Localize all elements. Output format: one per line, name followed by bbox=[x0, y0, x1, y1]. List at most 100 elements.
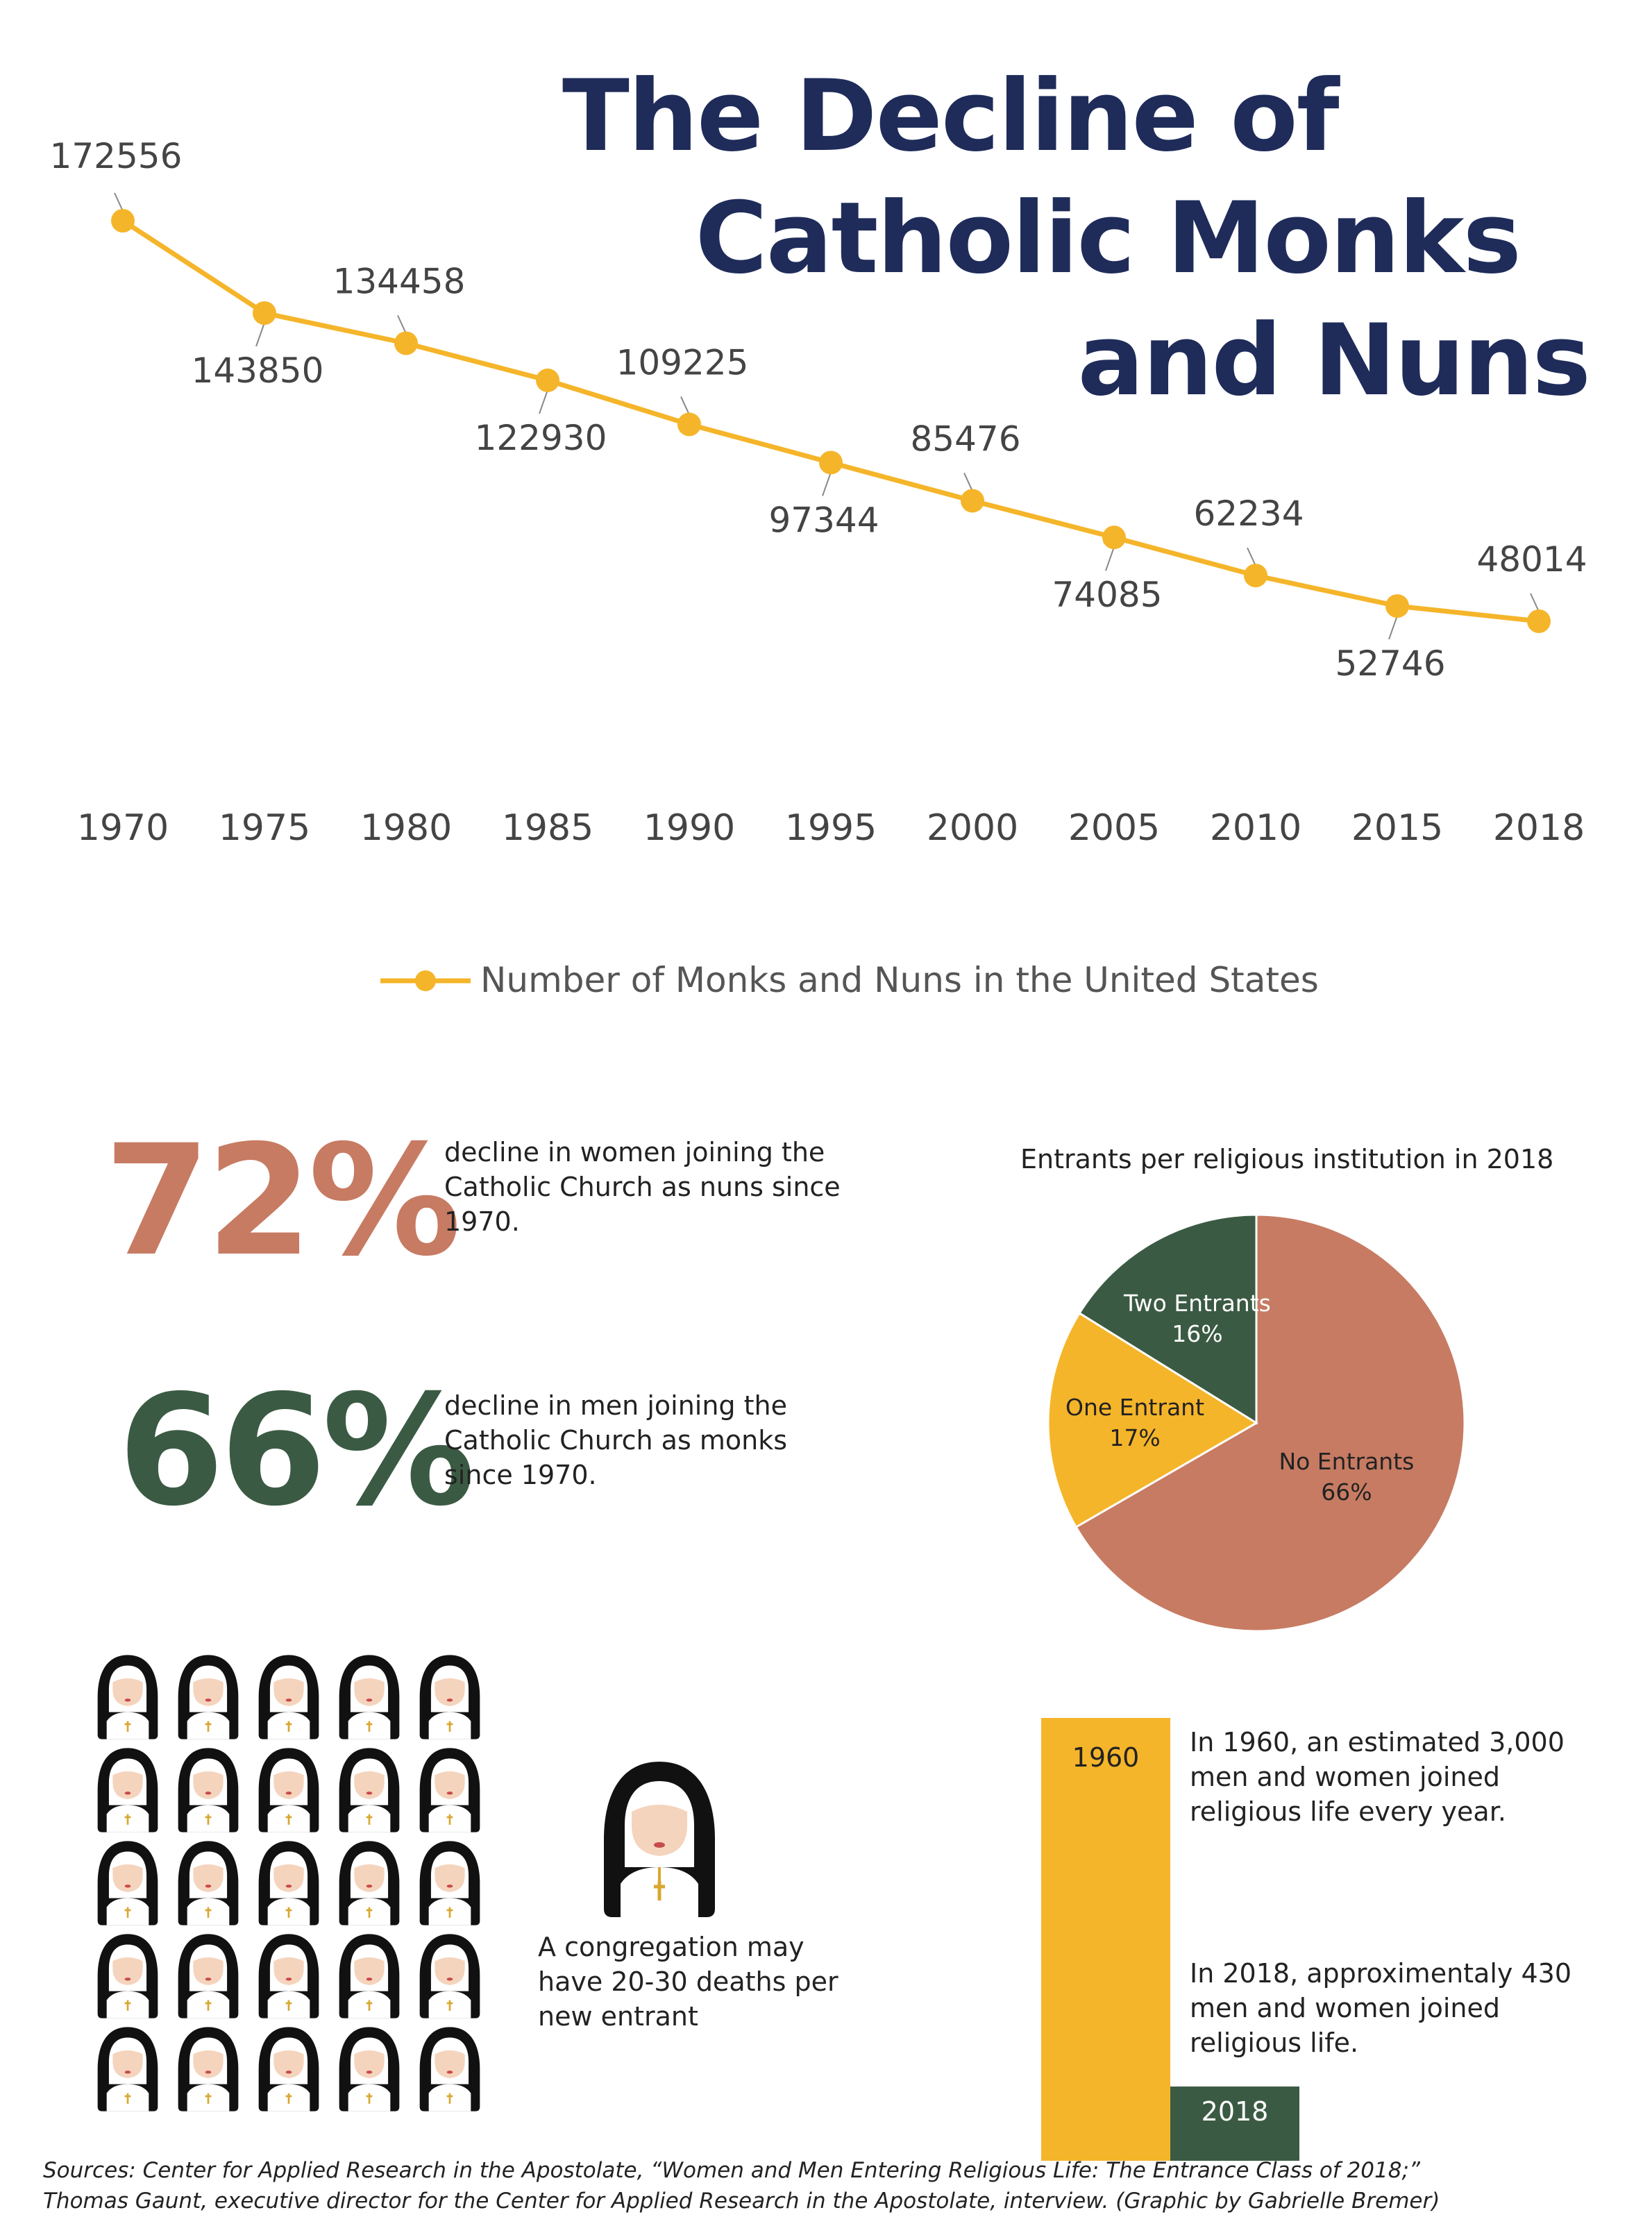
men-decline-percent: 66% bbox=[118, 1362, 475, 1540]
data-label-leader bbox=[397, 315, 407, 334]
title-line-3: and Nuns bbox=[1077, 303, 1591, 418]
nun-icon bbox=[330, 1745, 408, 1835]
nun-icon bbox=[169, 1931, 247, 2021]
nun-icon bbox=[169, 1652, 247, 1742]
data-label: 48014 bbox=[1476, 539, 1587, 580]
pie-slice-label: Two Entrants bbox=[1123, 1290, 1271, 1317]
pie-slice-value: 66% bbox=[1321, 1478, 1372, 1506]
data-point bbox=[394, 331, 418, 355]
data-label: 143850 bbox=[192, 351, 324, 391]
x-tick-label: 1980 bbox=[360, 807, 452, 849]
data-label: 134458 bbox=[333, 262, 466, 302]
nun-icon bbox=[89, 1745, 167, 1835]
women-decline-percent: 72% bbox=[104, 1112, 462, 1290]
men-decline-text: decline in men joining the Catholic Chur… bbox=[444, 1390, 787, 1490]
nun-icon bbox=[169, 2024, 247, 2114]
nun-icon bbox=[330, 1652, 408, 1742]
bar-1960 bbox=[1041, 1718, 1170, 2161]
data-label: 62234 bbox=[1193, 494, 1304, 534]
data-label: 109225 bbox=[616, 342, 749, 382]
data-label: 97344 bbox=[768, 500, 879, 540]
nun-icon-large bbox=[604, 1762, 715, 1917]
x-tick-label: 1990 bbox=[643, 807, 735, 849]
bar-2018-label: 2018 bbox=[1201, 2096, 1269, 2127]
data-label: 122930 bbox=[475, 418, 607, 458]
data-label-leader bbox=[255, 322, 265, 347]
nun-icon bbox=[330, 2024, 408, 2114]
nun-icon bbox=[89, 2024, 167, 2114]
title-line-1: The Decline of bbox=[562, 59, 1340, 174]
nun-icon bbox=[169, 1838, 247, 1928]
sources-credit: Sources: Center for Applied Research in … bbox=[43, 2155, 1626, 2216]
nun-icon bbox=[169, 1745, 247, 1835]
data-point bbox=[1102, 525, 1126, 550]
nun-icon bbox=[89, 1931, 167, 2021]
pie-chart-title: Entrants per religious institution in 20… bbox=[1020, 1144, 1554, 1174]
nun-icon bbox=[250, 1652, 328, 1742]
data-label-leader bbox=[1247, 547, 1256, 566]
data-label-leader bbox=[1388, 615, 1398, 640]
note-1960: In 1960, an estimated 3,000 men and wome… bbox=[1190, 1727, 1565, 1827]
nun-icon bbox=[411, 2024, 489, 2114]
data-label-leader bbox=[539, 389, 548, 414]
nun-icon bbox=[250, 1931, 328, 2021]
nun-icon bbox=[250, 2024, 328, 2114]
pie-slice-label: No Entrants bbox=[1279, 1448, 1414, 1475]
x-tick-label: 1995 bbox=[785, 807, 877, 849]
data-point bbox=[111, 209, 135, 233]
nun-icon bbox=[330, 1838, 408, 1928]
pie-slice bbox=[1047, 1311, 1258, 1529]
sources-line-1: Sources: Center for Applied Research in … bbox=[43, 2158, 1420, 2183]
nun-icon bbox=[250, 1838, 328, 1928]
line-chart-legend: Number of Monks and Nuns in the United S… bbox=[380, 960, 1319, 1000]
x-tick-label: 2005 bbox=[1068, 807, 1160, 849]
data-label-leader bbox=[680, 396, 690, 415]
nun-icon bbox=[411, 1745, 489, 1835]
infographic-title: The Decline of Catholic Monks and Nuns bbox=[541, 56, 1596, 422]
data-point bbox=[253, 301, 276, 325]
data-label-leader bbox=[963, 473, 973, 491]
title-line-2: Catholic Monks bbox=[695, 181, 1522, 296]
data-label: 172556 bbox=[50, 136, 183, 176]
sources-line-2: Thomas Gaunt, executive director for the… bbox=[43, 2189, 1440, 2214]
nun-icon bbox=[89, 1838, 167, 1928]
data-label-leader bbox=[114, 192, 124, 212]
note-2018: In 2018, approximentaly 430 men and wome… bbox=[1190, 1958, 1571, 2058]
data-point bbox=[536, 368, 559, 392]
pie-slice-value: 16% bbox=[1172, 1320, 1222, 1347]
legend-marker-swatch bbox=[415, 970, 436, 991]
nun-icon bbox=[411, 1931, 489, 2021]
bar-2018 bbox=[1170, 2087, 1299, 2161]
x-tick-label: 2000 bbox=[927, 807, 1018, 849]
data-point bbox=[819, 450, 843, 475]
nun-icon bbox=[89, 1652, 167, 1742]
data-point bbox=[961, 489, 984, 513]
nun-icon bbox=[330, 1931, 408, 2021]
data-label: 85476 bbox=[910, 419, 1020, 459]
data-label: 52746 bbox=[1335, 643, 1445, 684]
x-tick-label: 2010 bbox=[1210, 807, 1301, 849]
x-tick-label: 2015 bbox=[1351, 807, 1443, 849]
nun-icon bbox=[250, 1745, 328, 1835]
legend-label: Number of Monks and Nuns in the United S… bbox=[480, 960, 1319, 1000]
data-label-leader bbox=[822, 472, 832, 496]
congregation-caption: A congregation may have 20-30 deaths per… bbox=[538, 1932, 838, 2032]
pie-chart: No Entrants 66% One Entrant 17% Two Entrants… bbox=[1047, 1213, 1466, 1633]
data-label: 74085 bbox=[1052, 575, 1162, 615]
data-label-leader bbox=[1530, 593, 1540, 612]
pie-slice-label: One Entrant bbox=[1065, 1394, 1204, 1421]
data-point bbox=[677, 412, 701, 437]
data-point bbox=[1385, 594, 1409, 618]
data-point bbox=[1527, 609, 1551, 633]
pie-slice-value: 17% bbox=[1109, 1424, 1160, 1451]
x-tick-label: 1970 bbox=[77, 807, 169, 849]
data-point bbox=[1244, 564, 1267, 588]
pie-slice bbox=[1074, 1213, 1466, 1633]
x-tick-label: 1985 bbox=[502, 807, 593, 849]
nun-icon bbox=[411, 1652, 489, 1742]
women-decline-text: decline in women joining the Catholic Ch… bbox=[444, 1137, 841, 1237]
x-tick-label: 2018 bbox=[1493, 807, 1585, 849]
bar-1960-label: 1960 bbox=[1072, 1742, 1140, 1773]
